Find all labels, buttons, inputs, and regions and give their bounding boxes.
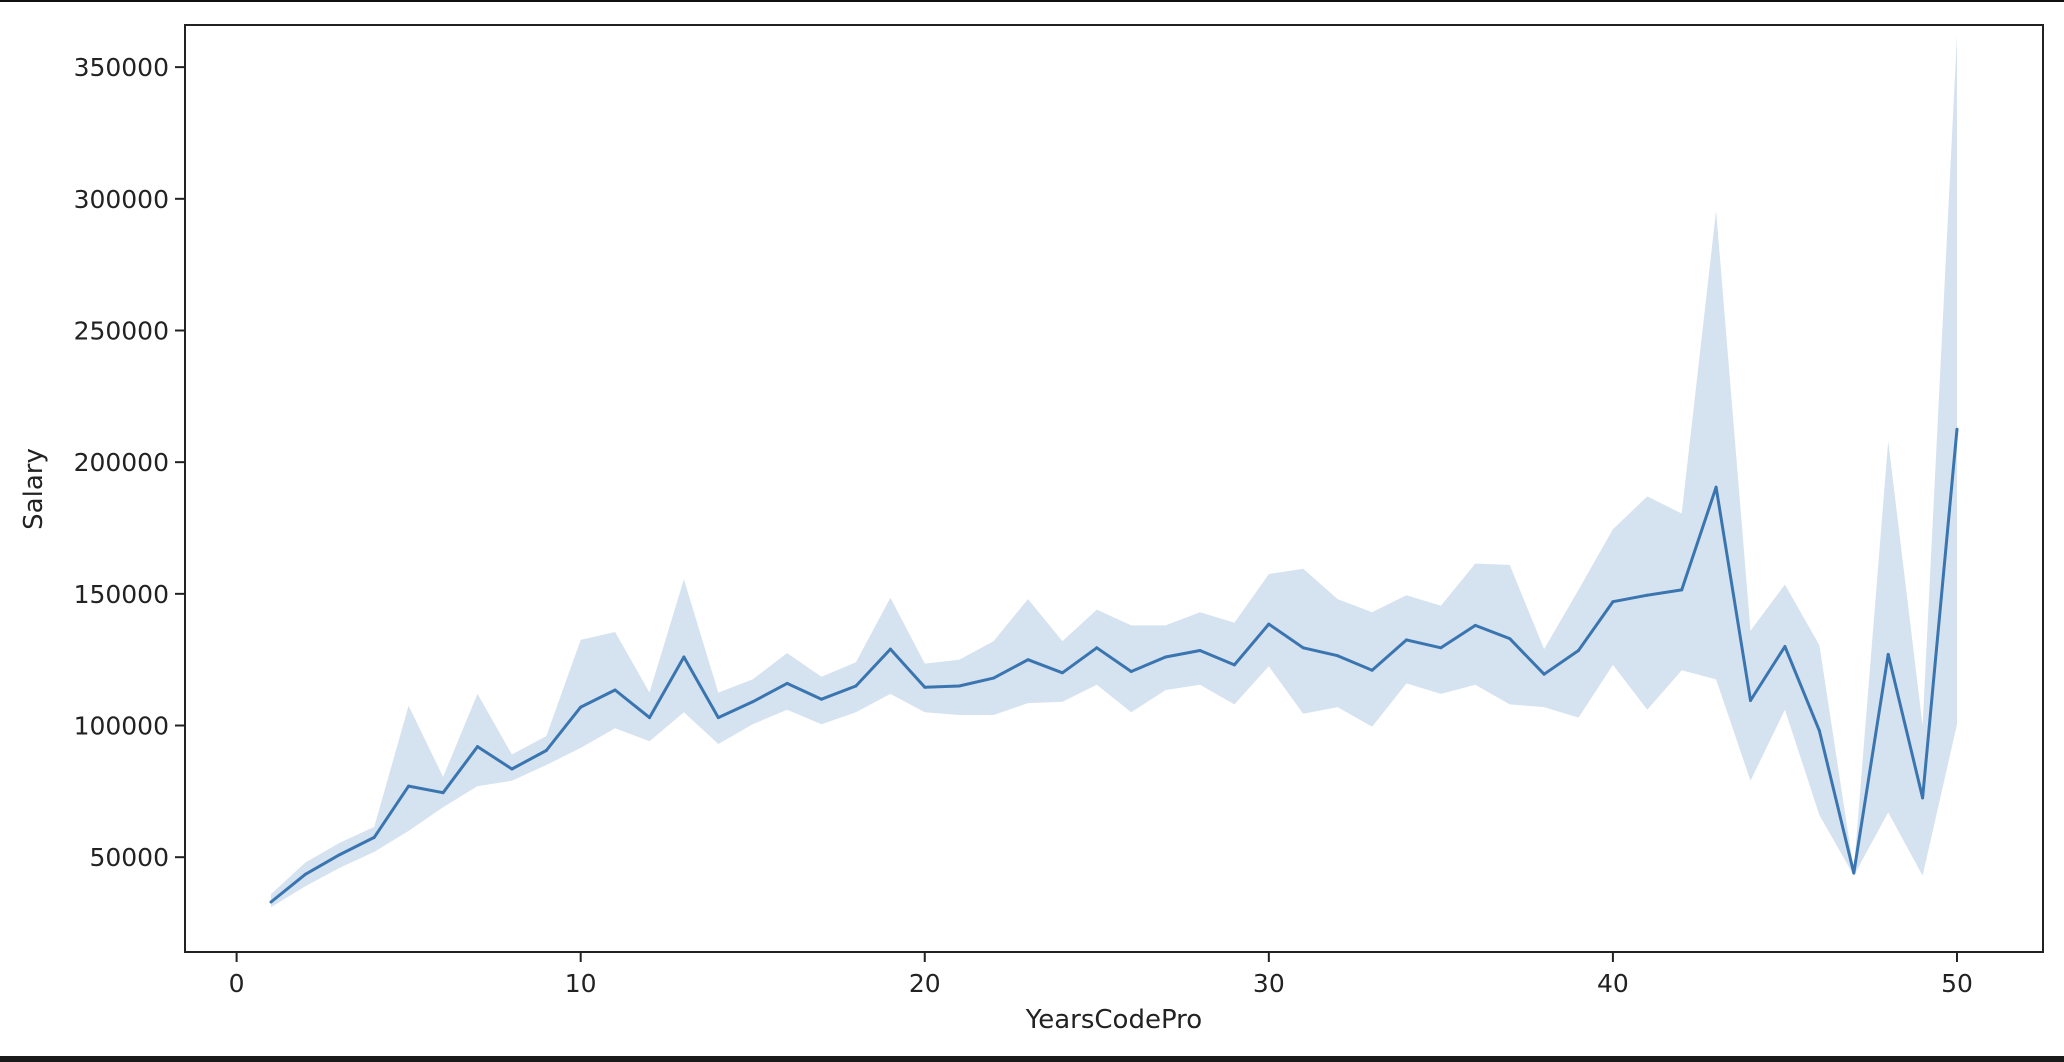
confidence-band-layer [271, 35, 1957, 908]
data-point [682, 655, 686, 659]
data-point [1783, 645, 1787, 648]
data-point [407, 784, 411, 788]
salary-line [270, 429, 1959, 904]
data-point [1886, 652, 1890, 656]
data-point [751, 700, 755, 704]
data-point [269, 900, 273, 904]
data-point [1577, 649, 1580, 652]
data-point [1405, 638, 1408, 642]
data-point [1817, 729, 1821, 733]
data-point [1232, 663, 1236, 667]
y-tick-label: 100000 [74, 712, 169, 741]
y-axis-ticks: 50000 100000 150000 200000 250000 300000 35000… [74, 53, 185, 872]
data-point [1645, 593, 1649, 597]
confidence-band [271, 35, 1957, 908]
y-tick-label: 150000 [74, 580, 169, 609]
data-point [303, 872, 307, 876]
data-point [1542, 672, 1546, 676]
data-point [992, 676, 996, 680]
x-tick-label: 10 [565, 969, 597, 998]
data-point [1955, 427, 1959, 431]
data-point [923, 685, 927, 689]
y-tick-label: 50000 [89, 843, 169, 872]
data-point [1095, 646, 1099, 650]
data-point [648, 716, 651, 720]
data-point [1370, 668, 1374, 672]
x-tick-label: 40 [1597, 969, 1629, 998]
data-point [1611, 600, 1615, 604]
data-point [820, 697, 823, 701]
y-tick-label: 350000 [74, 53, 169, 82]
data-point [579, 705, 583, 709]
data-point [476, 745, 479, 749]
data-point [1508, 637, 1512, 641]
data-point [1749, 699, 1752, 702]
data-point [510, 767, 514, 771]
x-tick-label: 0 [229, 969, 245, 998]
data-point [957, 684, 961, 688]
y-tick-label: 250000 [74, 316, 169, 345]
data-point [1026, 658, 1030, 662]
x-axis-label: YearsCodePro [1025, 1005, 1202, 1035]
data-point [1164, 655, 1168, 659]
data-point [716, 716, 720, 720]
x-axis-ticks: 0 10 20 30 40 50 [229, 952, 1973, 998]
data-point [1439, 646, 1443, 650]
data-point [544, 749, 548, 752]
data-point [1336, 654, 1340, 658]
data-point [1852, 871, 1856, 875]
y-tick-label: 300000 [74, 185, 169, 214]
y-tick-label: 200000 [74, 448, 169, 477]
data-point [1301, 646, 1305, 650]
series-line-layer [269, 427, 1959, 904]
data-point [1198, 649, 1202, 652]
data-point [441, 791, 445, 795]
data-point [1267, 622, 1271, 626]
data-point [785, 681, 789, 685]
data-point [1714, 485, 1718, 489]
data-point [854, 684, 858, 688]
data-point [372, 835, 376, 839]
data-point [1473, 623, 1477, 627]
data-point [613, 688, 617, 692]
x-tick-label: 20 [909, 969, 941, 998]
x-tick-label: 50 [1941, 969, 1973, 998]
plot-area [184, 24, 2044, 953]
data-point [888, 647, 892, 651]
y-axis-label: Salary [19, 448, 49, 530]
data-point [1129, 670, 1133, 673]
x-tick-label: 30 [1253, 969, 1285, 998]
data-point [1680, 588, 1684, 592]
data-point [1921, 796, 1925, 800]
data-point [1060, 671, 1064, 675]
data-point [338, 853, 342, 857]
